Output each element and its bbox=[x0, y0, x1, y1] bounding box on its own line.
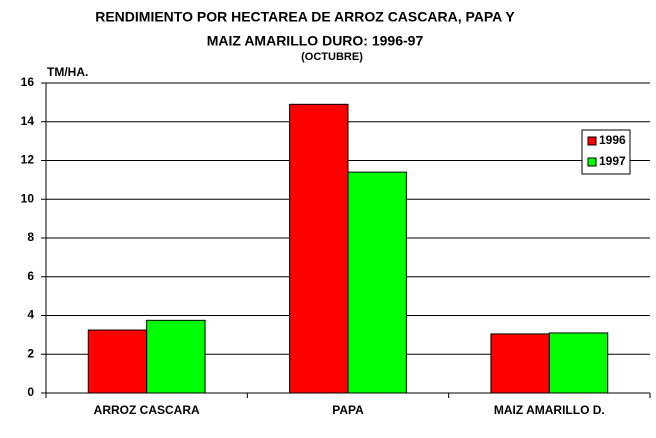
chart-title: RENDIMIENTO POR HECTAREA DE ARROZ CASCAR… bbox=[95, 9, 515, 25]
chart-title: MAIZ AMARILLO DURO: 1996-97 bbox=[207, 33, 424, 49]
bar bbox=[87, 329, 148, 394]
legend-swatch bbox=[587, 157, 597, 167]
y-axis-label: TM/HA. bbox=[47, 65, 88, 79]
bar bbox=[146, 319, 206, 394]
x-tick-label: PAPA bbox=[332, 403, 364, 417]
y-tick-label: 14 bbox=[21, 114, 35, 128]
y-tick-label: 0 bbox=[27, 385, 34, 399]
y-tick-label: 16 bbox=[21, 75, 35, 89]
x-tick-label: MAIZ AMARILLO D. bbox=[494, 403, 605, 417]
legend-label: 1997 bbox=[599, 154, 626, 168]
bar bbox=[490, 333, 550, 394]
chart-subtitle: (OCTUBRE) bbox=[301, 51, 363, 63]
y-tick-label: 2 bbox=[27, 346, 34, 360]
bar bbox=[289, 103, 349, 394]
y-tick-label: 6 bbox=[27, 269, 34, 283]
bar bbox=[347, 171, 407, 394]
y-tick-label: 8 bbox=[27, 230, 34, 244]
legend-swatch bbox=[587, 136, 597, 146]
bar bbox=[548, 332, 609, 394]
y-tick-label: 4 bbox=[27, 308, 34, 322]
x-tick-label: ARROZ CASCARA bbox=[94, 403, 200, 417]
y-tick-label: 12 bbox=[21, 153, 35, 167]
y-tick-label: 10 bbox=[21, 191, 35, 205]
legend-label: 1996 bbox=[599, 133, 626, 147]
